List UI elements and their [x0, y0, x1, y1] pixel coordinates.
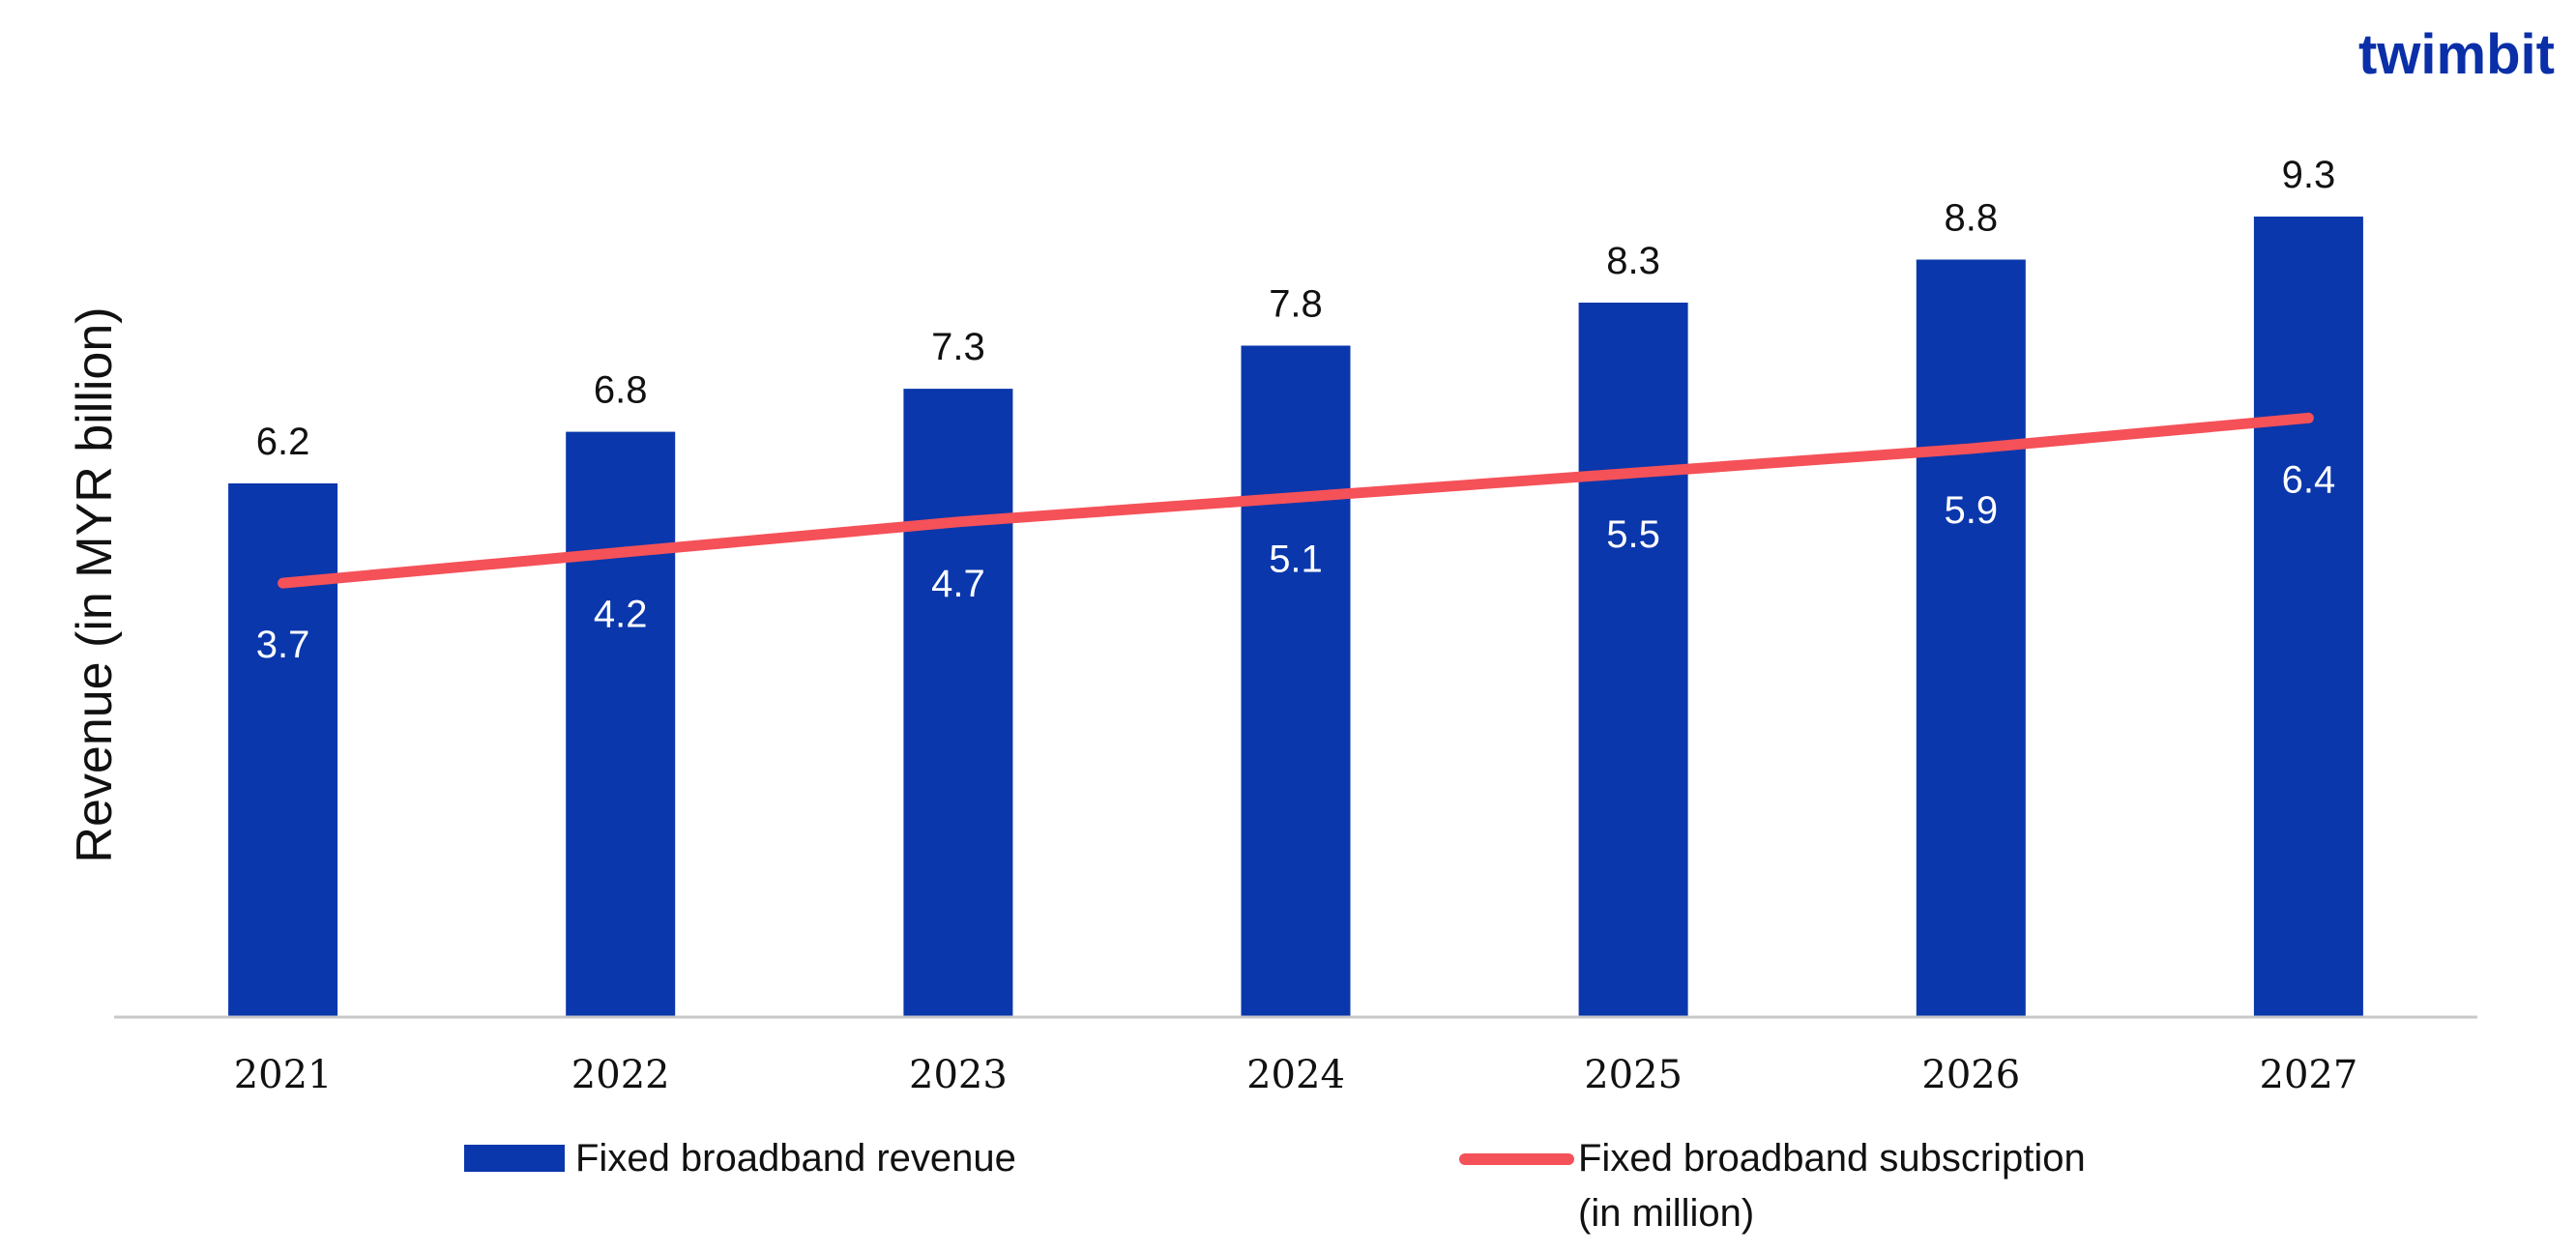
logo-text: twimbit: [2358, 23, 2555, 86]
bar-value-label-2021: 6.2: [256, 421, 310, 463]
bar-2023: [903, 389, 1013, 1018]
x-tick-label-2027: 2027: [2260, 1053, 2358, 1097]
x-tick-label-2025: 2025: [1584, 1053, 1683, 1097]
twimbit-logo: twimbit: [2358, 23, 2555, 86]
subscription-line: [278, 412, 2314, 589]
bar-value-label-2023: 7.3: [931, 326, 985, 368]
bar-value-label-2026: 8.8: [1944, 197, 1998, 240]
bar-value-label-2024: 7.8: [1269, 283, 1323, 326]
legend-label-revenue: Fixed broadband revenue: [575, 1137, 1016, 1180]
legend-label-subscription-line1: Fixed broadband subscription: [1578, 1137, 2086, 1180]
line-value-label-2024: 5.1: [1269, 539, 1323, 581]
bar-value-label-2025: 8.3: [1606, 240, 1660, 282]
bars: [228, 217, 2363, 1018]
line-value-label-2022: 4.2: [594, 593, 648, 635]
bar-2026: [1916, 259, 2026, 1017]
bar-2025: [1578, 303, 1688, 1017]
x-tick-label-2023: 2023: [909, 1053, 1008, 1097]
line-value-label-2023: 4.7: [931, 563, 985, 605]
line-value-label-2026: 5.9: [1944, 489, 1998, 532]
y-axis-label: Revenue (in MYR billion): [67, 306, 123, 862]
bar-2022: [566, 431, 676, 1018]
legend-label-subscription: Fixed broadband subscription (in million…: [1578, 1137, 2096, 1235]
line-value-label-2025: 5.5: [1606, 513, 1660, 556]
x-tick-label-2026: 2026: [1921, 1053, 2020, 1097]
bar-2027: [2253, 217, 2363, 1017]
bar-value-label-2022: 6.8: [594, 369, 648, 412]
legend-label-subscription-line2: (in million): [1578, 1192, 1754, 1235]
x-tick-label-2024: 2024: [1246, 1053, 1345, 1097]
line-value-label-2021: 3.7: [256, 624, 310, 666]
bar-2021: [228, 483, 338, 1017]
x-tick-label-2021: 2021: [234, 1053, 333, 1097]
x-tick-labels: 2021 2022 2023 2024 2025 2026 2027: [234, 1053, 2358, 1097]
legend: Fixed broadband revenue Fixed broadband …: [464, 1137, 2096, 1235]
legend-swatch-revenue: [464, 1145, 565, 1172]
bar-2024: [1241, 345, 1351, 1017]
bar-value-label-2027: 9.3: [2282, 154, 2336, 196]
line-value-label-2027: 6.4: [2282, 458, 2336, 501]
x-tick-label-2022: 2022: [571, 1053, 670, 1097]
line-labels: 3.7 4.2 4.7 5.1 5.5 5.9 6.4: [256, 458, 2335, 666]
bar-labels: 6.2 6.8 7.3 7.8 8.3 8.8 9.3: [256, 154, 2335, 463]
line-series: [278, 412, 2314, 589]
